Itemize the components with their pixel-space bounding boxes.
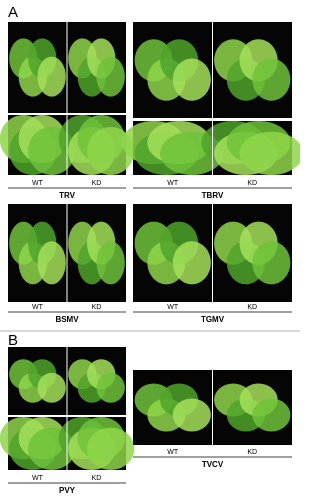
section-label: B <box>8 332 18 349</box>
genotype-label: WT <box>32 180 44 187</box>
genotype-label: KD <box>247 180 257 187</box>
virus-name: TVCV <box>202 460 224 469</box>
genotype-label: KD <box>247 449 257 456</box>
genotype-label: WT <box>167 449 179 456</box>
genotype-label: WT <box>32 304 44 311</box>
plant-leaf <box>37 372 66 403</box>
plant-leaf <box>96 372 125 403</box>
plant-leaf <box>252 398 291 432</box>
plant-leaf <box>172 58 211 101</box>
plant-leaf <box>96 241 125 285</box>
genotype-label: KD <box>92 304 102 311</box>
genotype-label: WT <box>167 304 179 311</box>
virus-name: TBRV <box>202 191 224 200</box>
plant-leaf <box>87 427 135 470</box>
virus-name: TGMV <box>201 315 225 324</box>
genotype-label: KD <box>92 180 102 187</box>
plant-leaf <box>239 131 300 175</box>
virus-name: BSMV <box>55 315 79 324</box>
plant-leaf <box>96 56 125 97</box>
genotype-label: WT <box>167 180 179 187</box>
plant-leaf <box>37 56 66 97</box>
virus-name: TRV <box>59 191 76 200</box>
plant-leaf <box>252 241 291 285</box>
plant-leaf <box>37 241 66 285</box>
genotype-label: KD <box>247 304 257 311</box>
figure: A B WT KD TRV WT KD TBRV WT KD BSMV WT KD TGMV WT KD P… <box>0 4 300 495</box>
virus-name: PVY <box>59 486 76 495</box>
plant-leaf <box>172 241 211 285</box>
plant-leaf <box>172 398 211 432</box>
section-label: A <box>8 4 18 21</box>
plant-leaf <box>252 58 291 101</box>
genotype-label: KD <box>92 475 102 482</box>
genotype-label: WT <box>32 475 44 482</box>
